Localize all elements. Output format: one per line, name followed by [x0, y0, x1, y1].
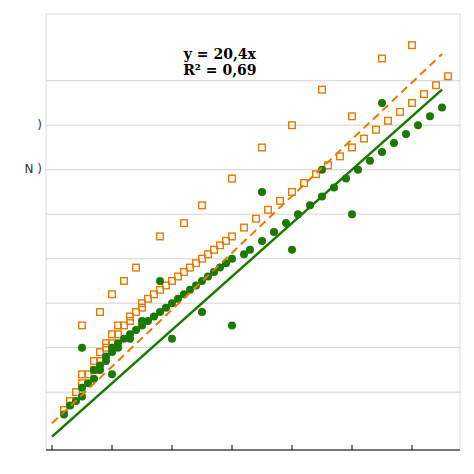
point [409, 42, 416, 49]
background [0, 0, 474, 474]
point [426, 112, 434, 120]
point [229, 175, 236, 182]
point [121, 278, 128, 285]
y-tick-label: ) [34, 118, 43, 132]
point [277, 198, 284, 205]
series [52, 90, 442, 437]
point [115, 331, 122, 338]
x-tick [232, 445, 233, 450]
point [157, 233, 164, 240]
fit-line [52, 90, 442, 437]
x-tick [172, 445, 173, 450]
y-tick-label: N ) [21, 162, 42, 176]
grid-line [46, 125, 460, 126]
point [258, 188, 266, 196]
point [139, 304, 146, 311]
fit-line [52, 54, 442, 423]
point [156, 277, 164, 285]
point [348, 210, 356, 218]
point [385, 117, 392, 124]
point [438, 103, 446, 111]
point [270, 228, 278, 236]
x-axis-line [46, 450, 460, 451]
point [433, 82, 440, 89]
point [241, 224, 248, 231]
point [229, 233, 236, 240]
point [259, 144, 266, 151]
x-tick [412, 445, 413, 450]
grid-line [46, 303, 460, 304]
point [73, 389, 80, 396]
x-tick [112, 445, 113, 450]
point [379, 55, 386, 62]
point [97, 309, 104, 316]
point [228, 321, 236, 329]
point [301, 180, 308, 187]
point [409, 100, 416, 107]
point [181, 220, 188, 227]
point [258, 237, 266, 245]
point [319, 86, 326, 93]
point [265, 206, 272, 213]
point [108, 370, 116, 378]
point [246, 246, 254, 254]
point [228, 255, 236, 263]
annotation-line: R² = 0,69 [183, 62, 256, 78]
point [378, 99, 386, 107]
point [133, 264, 140, 271]
point [361, 135, 368, 142]
annotation-line: y = 20,4x [183, 46, 257, 62]
point [390, 139, 398, 147]
point [414, 121, 422, 129]
point [199, 202, 206, 209]
point [397, 109, 404, 116]
point [402, 130, 410, 138]
x-tick [52, 445, 53, 450]
point [198, 308, 206, 316]
point [253, 215, 260, 222]
point [445, 73, 452, 80]
point [366, 157, 374, 165]
series [52, 54, 442, 423]
x-tick [292, 445, 293, 450]
chart: N ) ) y = 20,4xR² = 0,69 [0, 0, 474, 474]
point [349, 144, 356, 151]
point [78, 344, 86, 352]
point [373, 126, 380, 133]
point [109, 291, 116, 298]
plot-frame [46, 14, 460, 450]
grid-line [46, 169, 460, 170]
grid-line [46, 80, 460, 81]
plot-area [52, 42, 451, 437]
point [349, 113, 356, 120]
point [90, 375, 98, 383]
grid-line [46, 214, 460, 215]
point [79, 322, 86, 329]
grid-line [46, 392, 460, 393]
point [168, 335, 176, 343]
annotation: y = 20,4xR² = 0,69 [183, 46, 257, 79]
point [421, 91, 428, 98]
point [127, 318, 134, 325]
point [288, 246, 296, 254]
point [289, 189, 296, 196]
point [378, 148, 386, 156]
x-tick [352, 445, 353, 450]
point [289, 122, 296, 129]
series [61, 42, 452, 413]
